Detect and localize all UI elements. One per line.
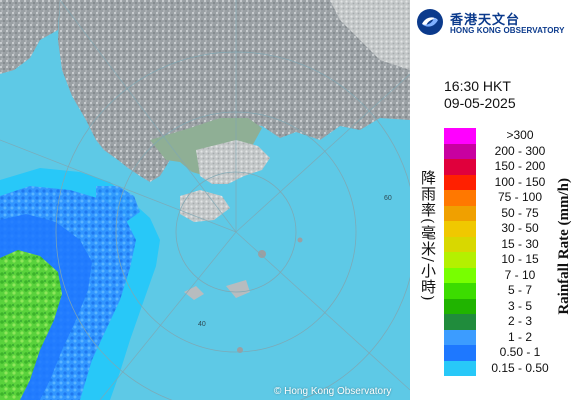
legend-label: 50 - 75 xyxy=(501,205,539,220)
logo-english-text: HONG KONG OBSERVATORY xyxy=(450,26,565,35)
legend-swatch xyxy=(444,143,476,159)
legend-swatch xyxy=(444,174,476,190)
island-small-1 xyxy=(258,250,266,258)
legend-label: 150 - 200 xyxy=(494,159,546,173)
rain-echo-green xyxy=(0,250,62,400)
radar-map: 40 60 © Hong Kong Observatory xyxy=(0,0,410,400)
legend-label: 1 - 2 xyxy=(507,329,532,344)
legend-swatch xyxy=(444,360,476,376)
island-small-3 xyxy=(297,237,303,243)
legend-title-english: Rainfall Rate (mm/h) xyxy=(556,178,572,315)
legend-swatch xyxy=(444,345,476,361)
legend-swatch xyxy=(444,283,476,299)
logo-chinese-text: 香港天文台 xyxy=(450,13,521,28)
legend-label: 200 - 300 xyxy=(494,143,546,158)
info-panel: 香港天文台 HONG KONG OBSERVATORY 16:30 HKT 09… xyxy=(410,0,577,400)
legend-label: 2 - 3 xyxy=(507,314,532,328)
hko-logo-icon xyxy=(417,9,443,35)
legend-label: 0.50 - 1 xyxy=(499,345,541,359)
legend-swatch xyxy=(444,205,476,221)
legend-swatch xyxy=(444,236,476,252)
legend-label: 100 - 150 xyxy=(494,174,546,189)
legend-swatch xyxy=(444,298,476,314)
range-label-outer: 60 xyxy=(384,195,392,202)
radar-map-canvas: 40 60 xyxy=(0,0,410,400)
legend-label: >300 xyxy=(506,128,534,142)
legend-label: 30 - 50 xyxy=(501,221,539,235)
legend-label: 5 - 7 xyxy=(507,283,532,297)
mainland-land xyxy=(58,0,410,182)
legend-swatch xyxy=(444,267,476,283)
legend-label: 3 - 5 xyxy=(507,298,532,313)
northeast-land xyxy=(330,0,410,70)
rainfall-scale-labels: >300 200 - 300 150 - 200 100 - 150 75 - 100 5… xyxy=(480,128,560,376)
legend-swatch xyxy=(444,128,476,144)
shenzhen-land xyxy=(150,118,262,176)
copyright-notice: © Hong Kong Observatory xyxy=(274,386,392,397)
legend-label: 7 - 10 xyxy=(504,267,536,282)
legend-label: 0.15 - 0.50 xyxy=(491,360,549,375)
legend-swatch xyxy=(444,190,476,206)
range-label-inner: 40 xyxy=(198,321,206,328)
legend-title-chinese: 降雨率(毫米/小時) xyxy=(419,170,437,302)
lantau-island xyxy=(180,190,230,222)
northwest-land xyxy=(0,0,60,74)
island-east xyxy=(226,280,250,298)
legend-swatch xyxy=(444,329,476,345)
observation-date: 09-05-2025 xyxy=(444,95,516,111)
new-territories-land xyxy=(196,140,270,184)
legend-label: 15 - 30 xyxy=(501,236,539,251)
legend-swatch xyxy=(444,159,476,175)
legend-label: 75 - 100 xyxy=(497,190,543,204)
range-spokes xyxy=(0,0,410,400)
rain-echo-cell-north xyxy=(96,186,140,222)
hko-logo: 香港天文台 HONG KONG OBSERVATORY xyxy=(416,6,576,40)
legend-label: 10 - 15 xyxy=(501,252,539,266)
legend-swatch xyxy=(444,221,476,237)
legend-swatch xyxy=(444,252,476,268)
legend-swatch xyxy=(444,314,476,330)
observation-time: 16:30 HKT xyxy=(444,78,511,94)
rainfall-scale-colors xyxy=(444,128,476,376)
